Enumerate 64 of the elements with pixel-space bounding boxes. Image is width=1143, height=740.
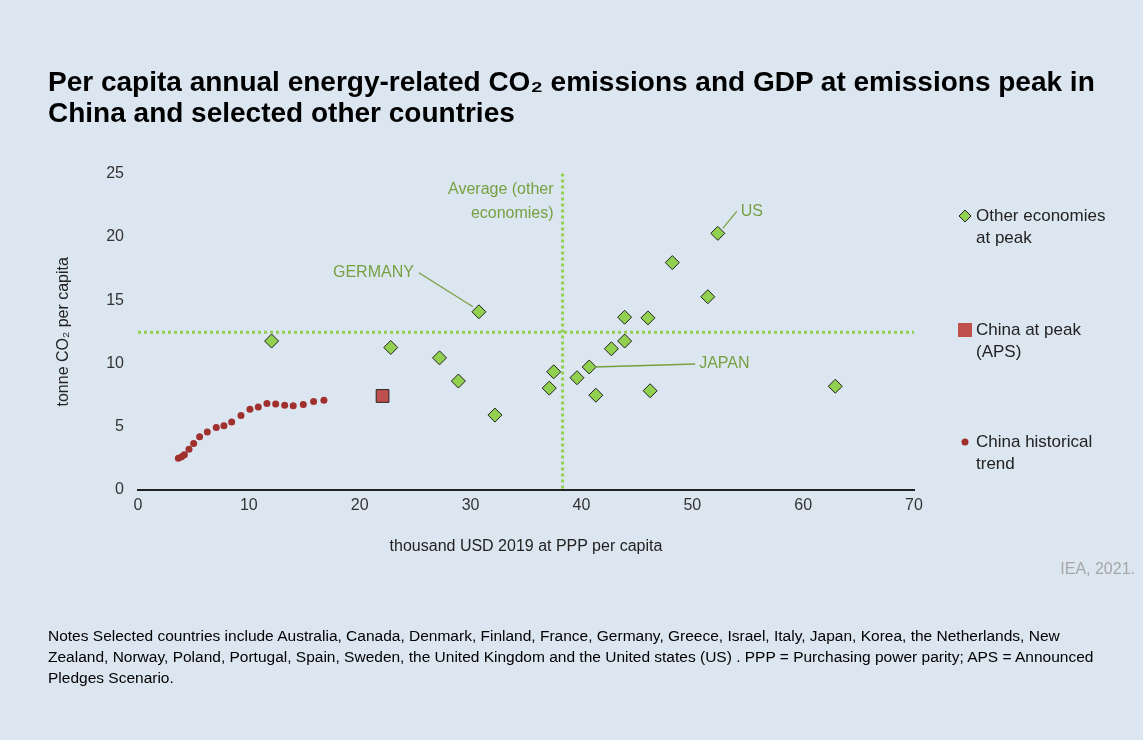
x-axis-title: thousand USD 2019 at PPP per capita [389,536,663,554]
x-tick-label: 50 [683,496,702,514]
point [581,359,597,375]
point [246,405,254,413]
ref-line-label: Average (other economies) [448,180,555,222]
point [640,310,656,326]
point [185,445,193,453]
point [375,389,390,403]
legend-label: China historical trend [976,431,1094,475]
point [237,411,245,419]
point [450,373,466,389]
point [228,418,236,426]
point [700,289,716,305]
point [196,433,204,441]
annotation: JAPAN [699,354,750,372]
y-tick-label: 10 [106,353,125,371]
point [603,341,619,357]
point [541,380,557,396]
x-tick-label: 70 [905,496,923,514]
point [254,403,262,411]
y-tick-label: 25 [106,164,125,182]
point [710,225,726,241]
point [281,401,289,409]
y-tick-label: 15 [106,290,125,308]
annotation: US [740,201,764,219]
y-tick-label: 5 [115,417,125,435]
x-tick-label: 10 [239,496,258,514]
point [263,399,271,407]
y-tick-label: 20 [106,227,125,245]
chart-title: Per capita annual energy-related CO₂ emissions and GDP at emissions peak in China and selected other countries [48,66,1096,128]
point [212,423,220,431]
legend-label: China at peak (APS) [976,319,1082,363]
x-tick-label: 40 [572,496,591,514]
text: IEA, 2021. [1060,560,1135,578]
x-tick-label: 0 [133,496,143,514]
point [642,383,658,399]
point [299,400,307,408]
point [471,304,487,320]
point [310,397,318,405]
point [383,339,399,355]
x-tick-label: 20 [350,496,369,514]
point [203,428,211,436]
point [264,333,280,349]
point [190,439,198,447]
y-tick-label: 0 [115,480,125,498]
point [588,387,604,403]
point [664,255,680,271]
x-tick-label: 30 [461,496,480,514]
point [220,422,228,430]
annotation: GERMANY [332,263,415,281]
y-axis-title: tonne CO₂ per capita [54,257,72,407]
point [617,309,633,325]
text: Notes Selected countries include Australia, Canada, Denmark, Finland, France, Germany, Greece, Israel, Italy, Japan, Korea, the Netherlands, New Zealand, Norway, Poland, Portugal, Spain, Sweden, the United Kingdom and the United states (US) . PPP = Purchasing power parity; APS = Announced Pledges Scenario. [48,626,1095,688]
point [320,396,328,404]
x-tick-label: 60 [794,496,813,514]
legend-label: Other economies at peak [976,205,1107,249]
point [546,364,562,380]
point [432,350,448,366]
point [569,370,585,386]
point [617,333,633,349]
point [487,407,503,423]
point [827,378,843,394]
point [272,400,280,408]
point [289,402,297,410]
